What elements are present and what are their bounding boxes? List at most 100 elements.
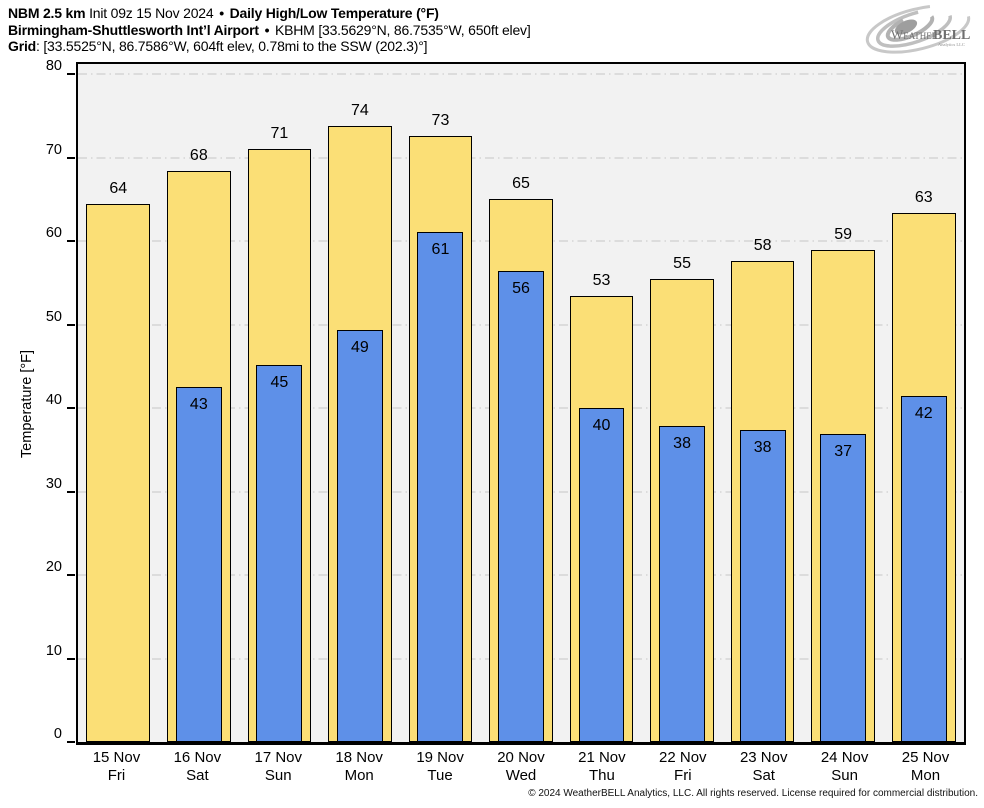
x-tick-weekday: Mon xyxy=(910,766,941,784)
y-tick-mark-20 xyxy=(67,574,75,577)
x-axis-labels: 15 Nov Fri 16 Nov Sat 17 Nov Sun 18 Nov Mon 19 N… xyxy=(76,749,966,784)
x-tick-weekday: Sun xyxy=(264,766,292,784)
x-tick-weekday: Mon xyxy=(344,766,374,784)
gridline-70 xyxy=(78,157,964,159)
x-tick-date: 21 Nov xyxy=(578,749,626,766)
separator-dot: • xyxy=(264,21,270,38)
header-line-2: Birmingham-Shuttlesworth Int’l Airport •… xyxy=(8,22,531,39)
low-value-label: 56 xyxy=(512,280,530,298)
hurricane-swirl-icon: Weather BELL Analytics LLC xyxy=(865,4,970,54)
header-line-3: Grid: [33.5525°N, 86.7586°W, 604ft elev,… xyxy=(8,38,531,55)
x-tick-label-17-Nov: 17 Nov Sun xyxy=(238,749,319,784)
y-tick-label-40: 40 xyxy=(45,392,62,409)
high-value-label: 58 xyxy=(753,237,772,255)
low-value-label: 43 xyxy=(189,396,208,414)
low-value-label: 40 xyxy=(592,417,611,435)
grid-label: Grid xyxy=(8,38,36,54)
low-bar-21-Nov xyxy=(578,408,625,742)
x-tick-label-20-Nov: 20 Nov Wed xyxy=(481,749,562,784)
x-tick-weekday: Fri xyxy=(674,766,692,784)
weatherbell-logo: Weather BELL Analytics LLC xyxy=(856,2,980,58)
x-tick-label-23-Nov: 23 Nov Sat xyxy=(723,749,804,784)
x-tick-weekday: Wed xyxy=(505,766,537,784)
y-tick-label-30: 30 xyxy=(45,475,62,492)
high-value-label: 68 xyxy=(189,146,208,164)
x-tick-label-22-Nov: 22 Nov Fri xyxy=(642,749,723,784)
chart-header: NBM 2.5 km Init 09z 15 Nov 2024 • Daily … xyxy=(8,5,531,55)
x-tick-date: 20 Nov xyxy=(497,749,545,766)
x-tick-weekday: Sat xyxy=(186,766,209,784)
y-tick-label-20: 20 xyxy=(45,559,62,576)
header-line-1: NBM 2.5 km Init 09z 15 Nov 2024 • Daily … xyxy=(8,5,531,22)
y-tick-mark-80 xyxy=(67,73,75,76)
low-bar-25-Nov xyxy=(900,395,947,742)
y-tick-mark-60 xyxy=(67,240,75,243)
station-detail: KBHM [33.5629°N, 86.7535°W, 650ft elev] xyxy=(274,21,531,38)
low-value-label: 45 xyxy=(270,373,289,391)
chart-title: Daily High/Low Temperature (°F) xyxy=(229,5,439,21)
high-value-label: 64 xyxy=(109,180,128,198)
y-tick-label-10: 10 xyxy=(45,642,62,659)
x-tick-date: 23 Nov xyxy=(739,749,788,766)
high-value-label: 55 xyxy=(673,254,691,272)
x-tick-label-18-Nov: 18 Nov Mon xyxy=(319,749,400,784)
x-tick-label-19-Nov: 19 Nov Tue xyxy=(400,749,481,784)
x-tick-date: 17 Nov xyxy=(254,749,303,766)
low-value-label: 49 xyxy=(351,339,369,357)
logo-text-weather: Weather xyxy=(891,27,938,42)
model-name: NBM 2.5 km xyxy=(8,5,86,21)
low-bar-20-Nov xyxy=(498,271,544,742)
high-value-label: 71 xyxy=(270,125,289,143)
plot-area: 0 10 20 30 40 50 60 70 80 64 68 43 71 45 74 49 73 61 65 56 5… xyxy=(46,58,966,745)
high-value-label: 53 xyxy=(592,272,611,290)
low-bar-23-Nov xyxy=(739,429,786,742)
y-tick-mark-70 xyxy=(67,156,75,159)
high-value-label: 74 xyxy=(351,101,369,119)
x-tick-weekday: Thu xyxy=(588,766,615,784)
high-bar-15-Nov xyxy=(86,204,151,742)
gridline-80 xyxy=(78,73,964,75)
x-tick-label-25-Nov: 25 Nov Mon xyxy=(885,749,966,784)
x-tick-label-15-Nov: 15 Nov Fri xyxy=(76,749,157,784)
low-value-label: 61 xyxy=(431,240,450,258)
y-tick-label-70: 70 xyxy=(45,141,62,158)
low-bar-24-Nov xyxy=(820,433,867,742)
low-bar-19-Nov xyxy=(417,231,464,742)
x-tick-date: 22 Nov xyxy=(659,749,707,766)
grid-detail: : [33.5525°N, 86.7586°W, 604ft elev, 0.7… xyxy=(35,38,428,54)
x-tick-label-16-Nov: 16 Nov Sat xyxy=(157,749,238,784)
y-tick-mark-10 xyxy=(67,657,75,660)
logo-subtext: Analytics LLC xyxy=(938,42,965,47)
x-tick-date: 24 Nov xyxy=(820,749,869,766)
copyright-footer: © 2024 WeatherBELL Analytics, LLC. All r… xyxy=(528,788,978,799)
x-tick-weekday: Fri xyxy=(107,766,126,784)
y-tick-mark-40 xyxy=(67,407,75,410)
high-value-label: 65 xyxy=(512,175,530,193)
high-value-label: 63 xyxy=(914,189,933,207)
low-value-label: 38 xyxy=(673,435,691,453)
y-tick-label-0: 0 xyxy=(53,726,62,742)
high-value-label: 59 xyxy=(834,226,853,244)
y-tick-mark-0 xyxy=(67,741,75,743)
low-bar-17-Nov xyxy=(256,364,303,742)
low-bar-22-Nov xyxy=(659,426,706,742)
x-tick-label-21-Nov: 21 Nov Thu xyxy=(561,749,642,784)
x-tick-weekday: Sun xyxy=(831,766,858,784)
low-value-label: 38 xyxy=(753,438,772,456)
separator-dot: • xyxy=(219,5,224,21)
x-tick-date: 18 Nov xyxy=(335,749,383,766)
init-time: Init 09z 15 Nov 2024 xyxy=(89,5,214,21)
y-tick-mark-30 xyxy=(67,490,75,493)
y-tick-label-50: 50 xyxy=(45,308,62,325)
x-tick-weekday: Sat xyxy=(752,766,775,784)
x-tick-label-24-Nov: 24 Nov Sun xyxy=(804,749,885,784)
x-tick-date: 15 Nov xyxy=(92,749,141,766)
x-tick-date: 19 Nov xyxy=(416,749,464,766)
y-tick-label-60: 60 xyxy=(45,225,62,242)
low-value-label: 37 xyxy=(834,442,853,460)
high-value-label: 73 xyxy=(431,111,450,129)
station-name: Birmingham-Shuttlesworth Int’l Airport xyxy=(8,21,259,38)
logo-text-bell: BELL xyxy=(933,28,970,43)
x-tick-date: 16 Nov xyxy=(173,749,222,766)
